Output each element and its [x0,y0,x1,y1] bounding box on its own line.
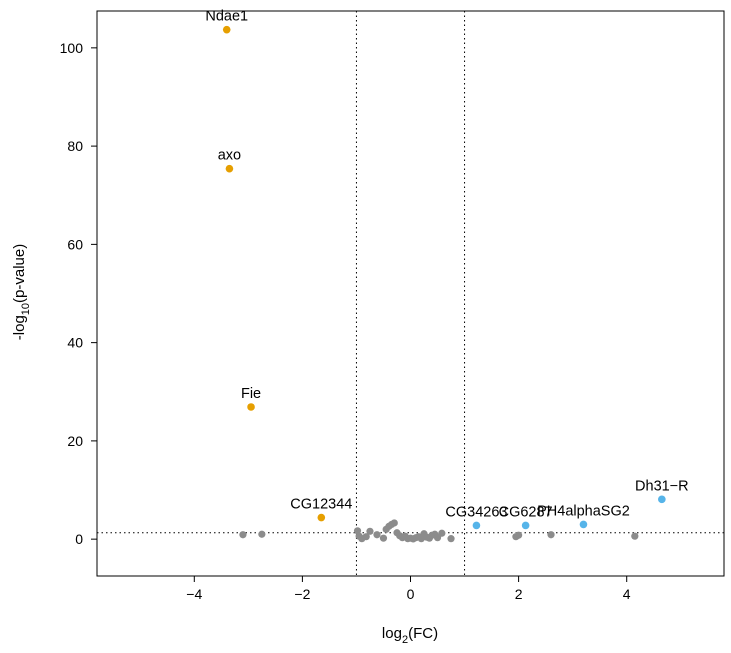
ns-point [362,533,370,541]
ns-point [373,531,381,539]
point-label: Fie [241,386,261,402]
ns-point [239,531,247,539]
y-axis: 0 20 40 60 80 100 [60,40,98,547]
down-regulated-point [247,403,255,411]
plot-frame [96,10,725,577]
down-regulated-point [225,164,234,173]
ns-point [438,529,446,537]
point-label: CG12344 [290,497,352,513]
point-label: CG34263 [445,504,507,520]
ns-point [258,530,266,538]
y-tick-label: 20 [67,433,83,449]
point-label: Ndae1 [205,9,248,25]
x-axis: −4 −2 0 2 4 [186,575,631,602]
ns-point [366,527,374,535]
y-axis-title: -log10(p-value) [11,244,32,340]
x-tick-label: 0 [407,586,415,602]
y-tick-label: 60 [67,236,83,252]
y-tick-label: 100 [60,40,84,56]
data-points [222,25,666,543]
threshold-lines [97,11,724,576]
down-regulated-point [222,25,231,34]
down-regulated-point [317,513,326,522]
up-regulated-point [579,520,588,529]
ns-point [379,534,388,542]
ns-point [353,527,362,535]
point-label: PH4alphaSG2 [537,503,630,519]
up-regulated-point [658,495,666,504]
point-label: Dh31−R [635,478,689,494]
up-regulated-point [472,521,481,530]
y-tick-label: 40 [67,335,83,351]
ns-point [631,532,639,540]
x-tick-label: −4 [186,586,202,602]
up-regulated-point [521,521,530,530]
ns-point [433,534,442,542]
point-label: CG6287 [499,504,553,520]
x-tick-label: 2 [515,586,523,602]
point-label: axo [218,148,241,164]
ns-point [547,531,555,539]
y-tick-label: 80 [67,138,83,154]
ns-point [390,519,398,527]
x-tick-label: −2 [294,586,310,602]
ns-point [447,535,455,543]
ns-point [515,531,523,539]
x-tick-label: 4 [623,586,631,602]
y-tick-label: 0 [75,531,83,547]
point-labels: Ndae1 axo Fie CG12344 CG34263CG6287PH4alphaS… [205,9,688,521]
x-axis-title: log2(FC) [382,625,438,646]
